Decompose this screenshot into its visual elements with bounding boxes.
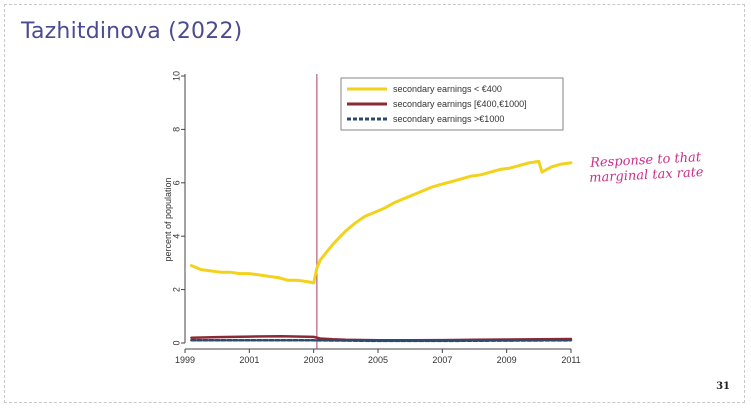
- legend-entry-2: secondary earnings [€400,€1000]: [393, 99, 527, 109]
- y-axis-label: percent of population: [163, 177, 173, 261]
- legend-entry-3: secondary earnings >€1000: [393, 114, 504, 124]
- chart-plot-area: [189, 74, 573, 349]
- slide-title: Tazhitdinova (2022): [21, 19, 243, 44]
- slide: Tazhitdinova (2022) 0 2 4 6 8 10 1999 2001 2003 2…: [4, 4, 745, 403]
- x-tick-label: 2001: [239, 355, 259, 365]
- chart-axes: 0 2 4 6 8 10 1999 2001 2003 2005 2007 2009 2011 perce…: [163, 71, 581, 365]
- x-tick-label: 2011: [561, 355, 580, 365]
- x-tick-label: 1999: [175, 355, 195, 365]
- series-line-3: [190, 339, 573, 343]
- chart-legend: secondary earnings < €400 secondary earni…: [340, 77, 564, 131]
- y-tick-label: 10: [171, 71, 181, 81]
- x-tick-label: 2009: [497, 355, 517, 365]
- slide-number: 31: [716, 381, 730, 392]
- chart: 0 2 4 6 8 10 1999 2001 2003 2005 2007 2009 2011 perce…: [163, 71, 581, 365]
- x-tick-label: 2005: [368, 355, 388, 365]
- y-tick-label: 2: [171, 287, 181, 292]
- y-tick-label: 4: [171, 234, 181, 239]
- legend-entry-1: secondary earnings < €400: [393, 84, 502, 94]
- y-tick-label: 0: [171, 340, 181, 345]
- y-tick-label: 8: [171, 127, 181, 132]
- y-tick-label: 6: [171, 180, 181, 185]
- series-line-1: [189, 159, 573, 285]
- x-tick-label: 2003: [304, 355, 324, 365]
- x-tick-label: 2007: [432, 355, 452, 365]
